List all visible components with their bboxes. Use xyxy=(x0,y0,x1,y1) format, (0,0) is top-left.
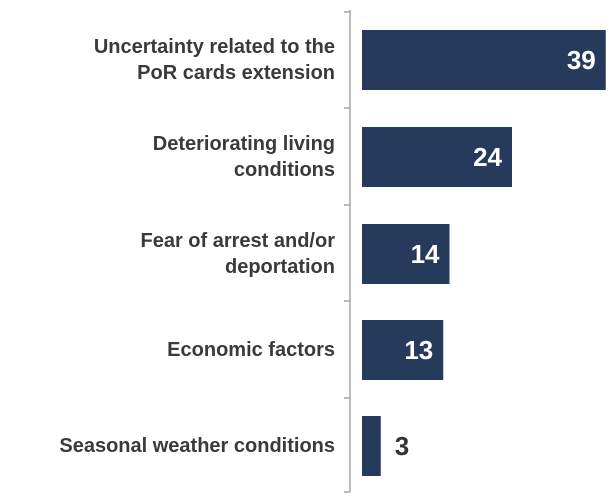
data-label: 3 xyxy=(395,431,409,461)
data-label: 13 xyxy=(404,335,433,365)
category-tick-label: PoR cards extension xyxy=(137,62,335,84)
bar xyxy=(362,127,512,187)
data-label: 24 xyxy=(473,142,502,172)
category-tick-label: Uncertainty related to the xyxy=(94,36,335,58)
data-label: 39 xyxy=(567,45,596,75)
bar xyxy=(362,416,381,476)
category-tick-label: Fear of arrest and/or xyxy=(140,230,335,252)
bar xyxy=(362,224,450,284)
data-label: 14 xyxy=(411,239,440,269)
bar xyxy=(362,320,444,380)
bar xyxy=(362,30,606,90)
category-tick-label: Seasonal weather conditions xyxy=(59,435,335,457)
category-tick-label: Deteriorating living xyxy=(153,133,335,155)
category-tick-label: deportation xyxy=(225,256,335,278)
category-tick-label: Economic factors xyxy=(167,339,335,361)
category-tick-label: conditions xyxy=(234,159,335,181)
